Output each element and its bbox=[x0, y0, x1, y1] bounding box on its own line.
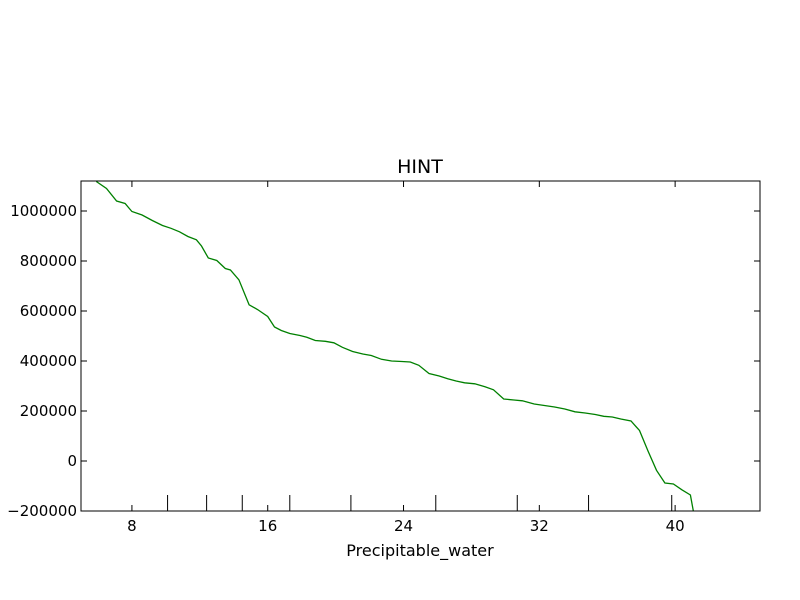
x-axis: 8 16 24 32 40 bbox=[127, 181, 685, 535]
y-tick-label: 600000 bbox=[20, 302, 77, 320]
x-tick-label: 32 bbox=[530, 517, 549, 535]
series-line bbox=[95, 181, 695, 511]
y-tick-label: 400000 bbox=[20, 352, 77, 370]
plot-frame bbox=[80, 180, 761, 512]
chart-marks bbox=[95, 181, 695, 511]
y-tick-label: 0 bbox=[67, 452, 77, 470]
y-tick-label: −200000 bbox=[7, 502, 77, 520]
y-axis: −200000 0 200000 400000 600000 800000 1000000 bbox=[7, 202, 760, 520]
x-tick-label: 40 bbox=[666, 517, 685, 535]
x-tick-label: 24 bbox=[394, 517, 413, 535]
chart-title: HINT bbox=[397, 156, 443, 178]
y-tick-label: 200000 bbox=[20, 402, 77, 420]
y-tick-label: 800000 bbox=[20, 252, 77, 270]
x-tick-label: 8 bbox=[127, 517, 137, 535]
x-axis-label: Precipitable_water bbox=[346, 541, 494, 561]
y-tick-label: 1000000 bbox=[10, 202, 77, 220]
x-tick-label: 16 bbox=[258, 517, 277, 535]
